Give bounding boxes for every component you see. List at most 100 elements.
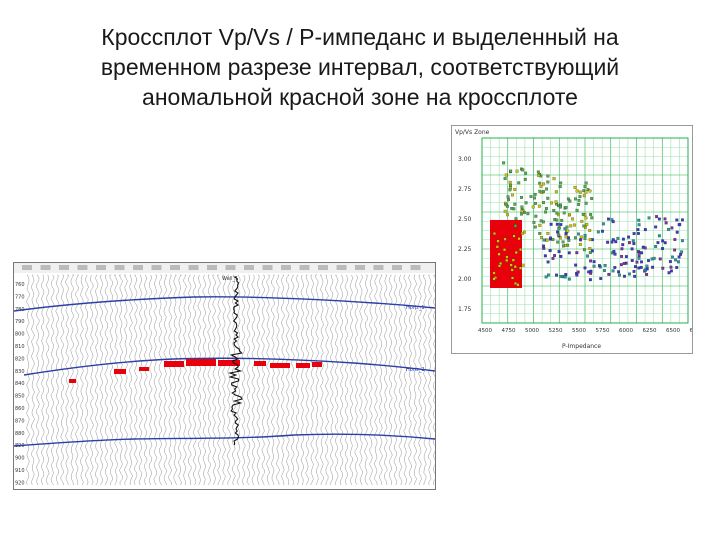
seismic-trace: [378, 274, 383, 486]
x-tick-label: 6000: [619, 328, 633, 334]
scatter-point: [667, 227, 671, 231]
seismic-trace: [65, 274, 69, 486]
scatter-point: [546, 196, 550, 200]
seismic-trace: [305, 274, 310, 486]
horizon-middle-line: [23, 357, 436, 376]
scatter-point: [599, 277, 603, 280]
scatter-point: [509, 263, 513, 267]
seismic-trace: [344, 274, 349, 486]
seismic-trace: [354, 274, 358, 486]
scatter-point: [513, 265, 517, 269]
scatter-point: [499, 262, 503, 265]
scatter-point: [503, 237, 507, 241]
scatter-point: [559, 275, 563, 278]
anomaly-block: [270, 363, 290, 368]
scatter-point: [511, 258, 515, 262]
scatter-point: [675, 266, 679, 269]
scatter-point: [569, 224, 573, 228]
seismic-trace: [168, 274, 172, 486]
seismic-trace: [427, 274, 432, 486]
scatter-point: [637, 256, 641, 260]
trace-number-cell: [22, 265, 32, 270]
seismic-trace: [153, 274, 158, 486]
scatter-point: [658, 257, 662, 261]
anomaly-block: [218, 360, 240, 366]
scatter-point: [549, 222, 553, 226]
scatter-point: [554, 200, 558, 204]
scatter-point: [598, 264, 601, 268]
seismic-trace: [271, 274, 275, 486]
seismic-trace: [212, 274, 216, 486]
seismic-trace: [79, 274, 84, 486]
scatter-point: [498, 264, 501, 268]
scatter-point: [632, 270, 636, 273]
scatter-point: [533, 196, 536, 200]
scatter-point: [520, 212, 523, 216]
seismic-trace: [148, 274, 153, 486]
seismic-traces: [26, 274, 437, 486]
scatter-point: [630, 247, 634, 251]
time-tick-label: 860: [15, 406, 25, 412]
scatter-point: [581, 212, 585, 216]
scatter-point: [529, 195, 533, 198]
scatter-point: [645, 273, 649, 276]
trace-number-cell: [207, 265, 217, 270]
scatter-point: [565, 225, 569, 229]
scatter-point: [670, 226, 674, 230]
scatter-point: [637, 254, 641, 258]
seismic-trace: [329, 274, 334, 486]
seismic-trace: [143, 274, 148, 486]
scatter-point: [630, 259, 634, 262]
seismic-trace: [408, 274, 413, 486]
y-tick-label: 2.25: [458, 246, 472, 253]
scatter-point: [503, 248, 506, 252]
anomaly-interval-red: [69, 359, 322, 383]
title-line-2: временном разрезе интервал, соответствую…: [100, 54, 620, 80]
scatter-point: [496, 239, 500, 243]
scatter-point: [651, 265, 655, 269]
scatter-point: [495, 245, 499, 249]
seismic-trace: [251, 274, 256, 486]
crossplot-scatter-points: [492, 161, 684, 287]
scatter-point: [613, 266, 617, 269]
scatter-point: [558, 185, 562, 189]
scatter-point: [510, 207, 514, 210]
scatter-point: [622, 262, 626, 265]
scatter-point: [670, 269, 673, 273]
scatter-point: [562, 211, 566, 215]
scatter-point: [584, 216, 588, 220]
scatter-point: [523, 211, 526, 214]
scatter-point: [543, 254, 547, 258]
scatter-point: [606, 240, 610, 244]
scatter-point: [613, 252, 617, 256]
scatter-point: [556, 233, 560, 237]
scatter-point: [545, 238, 549, 242]
trace-number-cell: [299, 265, 310, 270]
title-line-3: аномальной красной зоне на кроссплоте: [142, 84, 578, 110]
y-tick-label: 3.00: [458, 156, 472, 163]
slide-title: Кроссплот Vp/Vs / P-импеданс и выделенны…: [40, 22, 680, 112]
scatter-point: [492, 232, 496, 235]
crossplot-x-ticks: 4500 4750 5000 5250 5500 5750 6000 6250 6500 6750: [478, 328, 704, 334]
x-tick-label: 5500: [572, 328, 586, 334]
scatter-point: [511, 193, 514, 197]
seismic-trace: [359, 274, 364, 486]
scatter-point: [564, 235, 568, 239]
scatter-point: [654, 245, 658, 248]
scatter-point: [544, 275, 548, 279]
seismic-trace: [178, 274, 182, 486]
scatter-point: [559, 181, 563, 185]
trace-number-cell: [262, 265, 273, 270]
scatter-point: [560, 219, 564, 222]
seismic-trace: [99, 274, 104, 486]
seismic-trace: [364, 274, 368, 486]
scatter-point: [552, 209, 556, 212]
scatter-point: [542, 238, 546, 242]
scatter-point: [621, 243, 625, 247]
scatter-point: [624, 255, 628, 259]
scatter-point: [652, 256, 656, 260]
seismic-trace: [246, 274, 251, 486]
scatter-point: [637, 218, 641, 222]
scatter-point: [634, 265, 637, 269]
scatter-point: [542, 246, 546, 250]
